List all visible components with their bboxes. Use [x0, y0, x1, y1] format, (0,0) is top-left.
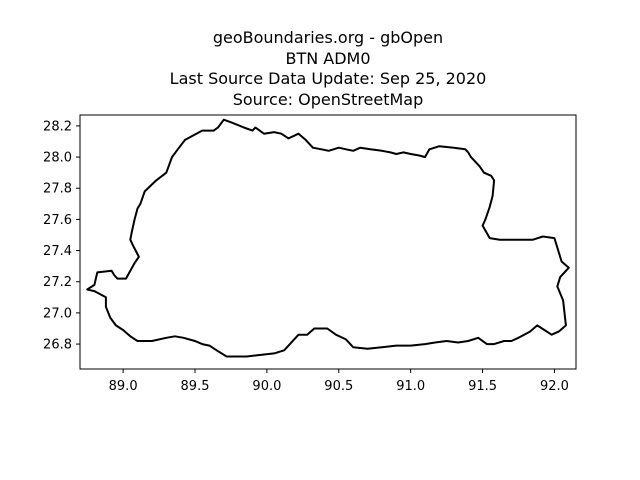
- y-tick-label: 28.2: [43, 119, 72, 134]
- y-tick-label: 27.4: [43, 244, 72, 259]
- x-tick-label: 90.5: [324, 379, 353, 394]
- y-axis: 26.8 27.0 27.2 27.4 27.6 27.8 28.0 28.2: [43, 119, 80, 353]
- x-tick-label: 91.0: [396, 379, 425, 394]
- title-line-4: Source: OpenStreetMap: [232, 90, 424, 110]
- y-tick-label: 27.2: [43, 275, 72, 290]
- y-tick-label: 27.0: [43, 306, 72, 321]
- title-line-1: geoBoundaries.org - gbOpen: [212, 28, 444, 47]
- title-line-2: BTN ADM0: [285, 48, 371, 68]
- y-tick-label: 27.6: [43, 213, 72, 228]
- title-line-3: Last Source Data Update: Sep 25, 2020: [169, 69, 487, 89]
- x-axis: 89.0 89.5 90.0 90.5 91.0 91.5 92.0: [109, 369, 569, 394]
- plot-frame: [79, 114, 577, 370]
- map-title: geoBoundaries.org - gbOpen BTN ADM0 Last…: [0, 28, 640, 111]
- y-tick-label: 27.8: [43, 182, 72, 197]
- country-boundary: [86, 118, 570, 358]
- x-tick-label: 91.5: [468, 379, 497, 394]
- x-tick-label: 89.5: [181, 379, 210, 394]
- x-tick-label: 90.0: [252, 379, 281, 394]
- x-tick-label: 92.0: [540, 379, 569, 394]
- x-tick-label: 89.0: [109, 379, 138, 394]
- y-tick-label: 26.8: [43, 338, 72, 353]
- y-tick-label: 28.0: [43, 151, 72, 166]
